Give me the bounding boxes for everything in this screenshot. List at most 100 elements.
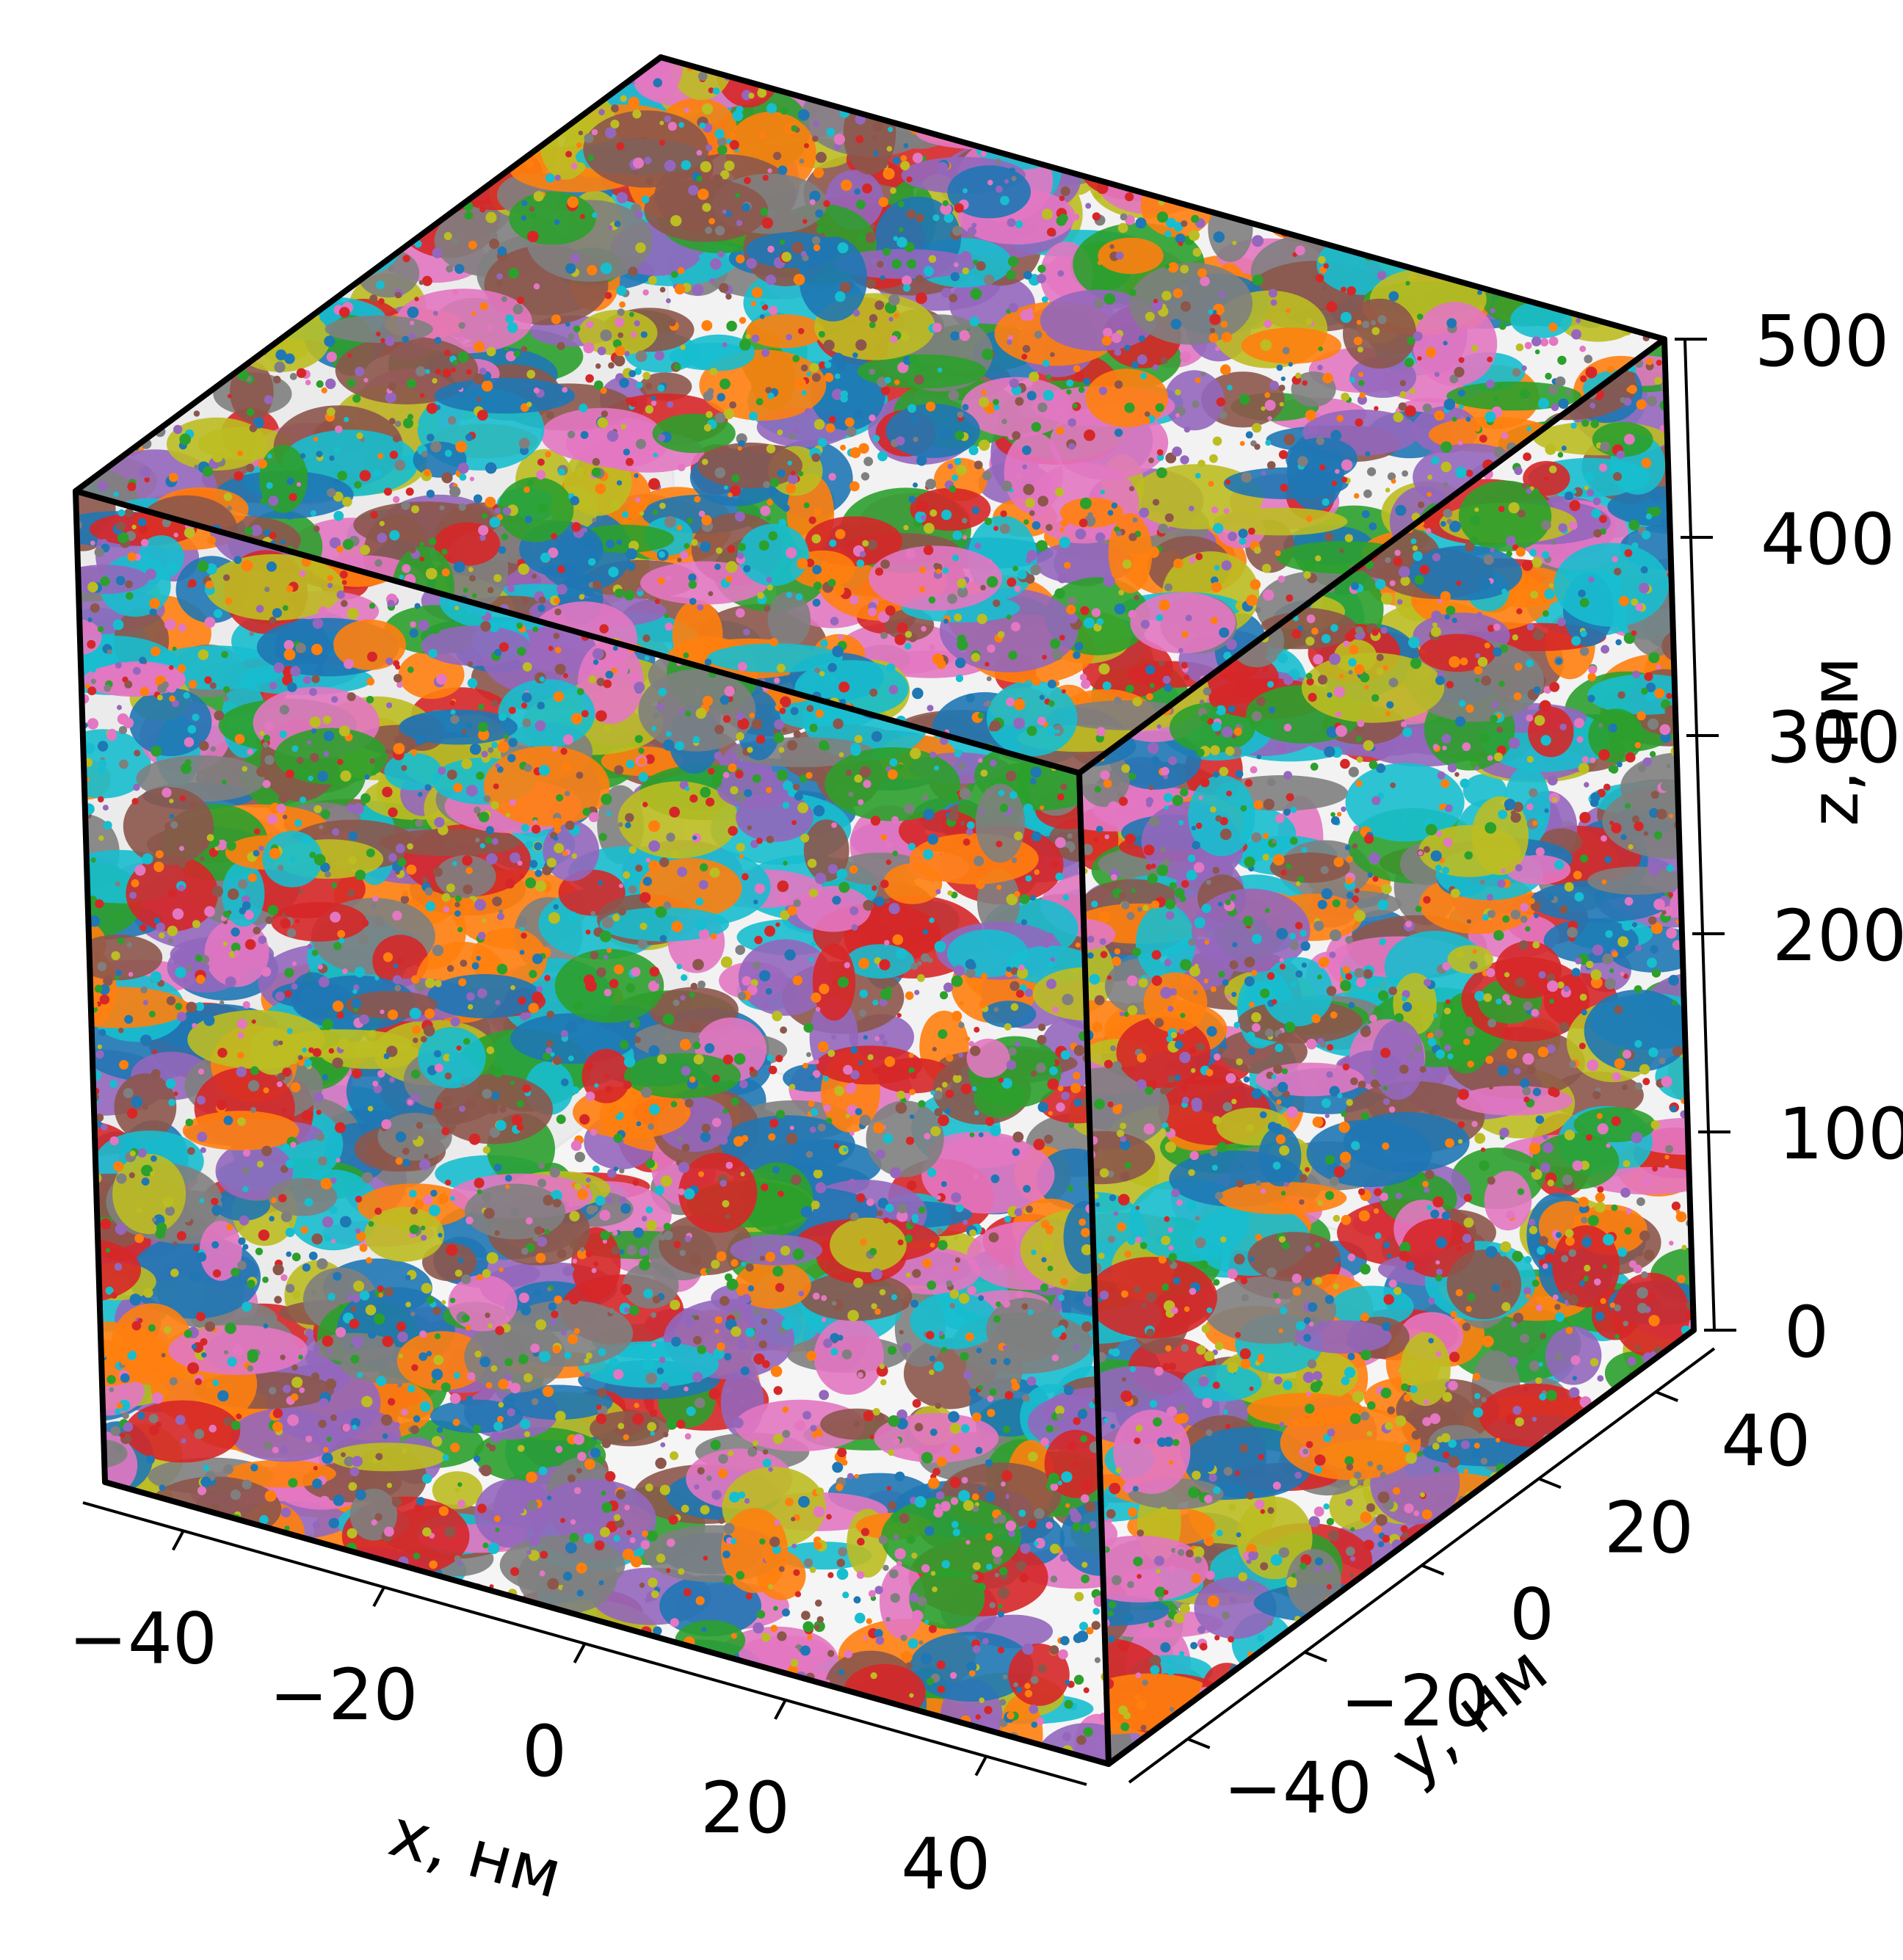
scatter-point xyxy=(233,100,239,106)
scatter-point xyxy=(717,393,725,402)
scatter-point xyxy=(1267,415,1272,421)
scatter-point xyxy=(413,139,421,148)
scatter-point xyxy=(735,608,745,618)
scatter-point xyxy=(1300,62,1308,71)
scatter-point xyxy=(617,480,623,486)
scatter-point xyxy=(487,587,494,594)
scatter-point xyxy=(773,151,782,160)
scatter-point xyxy=(1019,1573,1029,1583)
scatter-point xyxy=(93,295,103,305)
scatter-point xyxy=(710,258,722,270)
scatter-point xyxy=(638,772,648,783)
scatter-point xyxy=(418,280,424,286)
scatter-point xyxy=(1446,63,1457,74)
scatter-point xyxy=(1013,70,1023,80)
scatter-point xyxy=(1001,418,1007,424)
scatter-point xyxy=(537,458,545,466)
scatter-point xyxy=(1444,72,1455,83)
scatter-point xyxy=(954,613,963,622)
scatter-cluster-blob xyxy=(1045,60,1093,115)
scatter-point xyxy=(769,638,778,647)
scatter-point xyxy=(852,309,860,317)
scatter-point xyxy=(193,410,200,417)
scatter-point xyxy=(1252,275,1264,286)
scatter-point xyxy=(745,333,751,339)
scatter-point xyxy=(1497,77,1504,84)
scatter-point xyxy=(929,644,935,650)
scatter-point xyxy=(474,341,485,353)
scatter-point xyxy=(1001,480,1012,492)
scatter-point xyxy=(451,367,456,373)
scatter-point xyxy=(1380,100,1386,106)
scatter-point xyxy=(968,233,974,239)
scatter-point xyxy=(244,210,256,222)
scatter-point xyxy=(154,112,163,120)
scatter-point xyxy=(360,545,370,556)
scatter-point xyxy=(354,481,362,489)
scatter-point xyxy=(1380,139,1391,151)
scatter-point xyxy=(1399,380,1407,387)
scatter-point xyxy=(903,143,909,148)
scatter-point xyxy=(405,106,416,116)
scatter-point xyxy=(1442,251,1450,258)
scatter-point xyxy=(879,160,888,169)
scatter-point xyxy=(1137,354,1148,365)
scatter-cluster-blob xyxy=(163,119,236,189)
scatter-cluster-blob xyxy=(1589,94,1664,134)
scatter-point xyxy=(392,435,401,443)
scatter-point xyxy=(1078,386,1085,393)
scatter-cluster-blob xyxy=(321,208,402,276)
scatter-point xyxy=(128,406,139,416)
scatter-point xyxy=(499,1267,504,1272)
scatter-point xyxy=(115,103,124,111)
scatter-cluster-blob xyxy=(139,57,197,113)
scatter-point xyxy=(1008,335,1013,341)
scatter-point xyxy=(1312,140,1319,147)
scatter-point xyxy=(1266,138,1275,145)
scatter-cluster-blob xyxy=(351,131,401,183)
scatter-point xyxy=(1391,479,1396,484)
scatter-point xyxy=(677,266,685,275)
scatter-cluster-blob xyxy=(1440,225,1524,276)
scatter-point xyxy=(1501,432,1509,440)
scatter-cluster-blob xyxy=(170,214,220,293)
scatter-point xyxy=(421,451,428,458)
scatter-point xyxy=(777,429,783,436)
scatter-point xyxy=(962,404,969,411)
scatter-point xyxy=(267,64,273,71)
scatter-point xyxy=(1025,498,1035,508)
scatter-cluster-blob xyxy=(137,259,276,313)
scatter-point xyxy=(1192,400,1200,408)
scatter-point xyxy=(285,1634,291,1641)
scatter-point xyxy=(995,158,1001,164)
scatter-point xyxy=(804,143,809,148)
scatter-point xyxy=(885,663,896,673)
scatter-point xyxy=(1531,145,1542,156)
scatter-point xyxy=(974,542,982,549)
scatter-point xyxy=(383,151,394,162)
scatter-point xyxy=(447,416,457,425)
scatter-point xyxy=(1115,530,1122,537)
scatter-point xyxy=(1388,247,1400,259)
scatter-point xyxy=(1323,211,1330,217)
scatter-point xyxy=(99,154,106,161)
scatter-point xyxy=(1152,364,1159,371)
scatter-cluster-blob xyxy=(1373,79,1445,150)
scatter-point xyxy=(934,1108,943,1117)
scatter-point xyxy=(487,324,493,330)
scatter-point xyxy=(260,497,267,505)
scatter-cluster-blob xyxy=(1492,159,1585,214)
scatter-point xyxy=(363,377,369,383)
scatter-cluster-blob xyxy=(214,1541,325,1605)
scatter-point xyxy=(806,371,811,377)
scatter-point xyxy=(674,283,686,295)
scatter-point xyxy=(110,177,119,186)
scatter-point xyxy=(496,963,508,975)
scatter-point xyxy=(743,565,751,573)
scatter-point xyxy=(259,224,269,234)
scatter-point xyxy=(89,340,101,352)
scatter-point xyxy=(617,332,624,338)
scatter-cluster-blob xyxy=(1570,129,1635,188)
scatter-point xyxy=(378,298,385,305)
scatter-point xyxy=(852,352,858,358)
